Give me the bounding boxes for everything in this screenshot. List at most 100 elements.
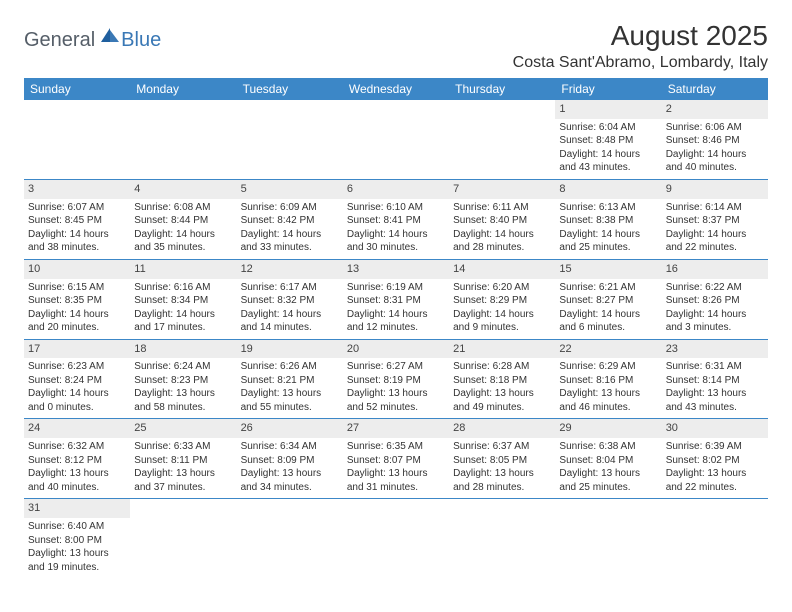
sunrise-text: Sunrise: 6:29 AM: [559, 360, 657, 374]
sunset-text: Sunset: 8:23 PM: [134, 374, 232, 388]
sail-icon: [99, 26, 121, 49]
sunrise-text: Sunrise: 6:37 AM: [453, 440, 551, 454]
day-cell: [662, 499, 768, 578]
sunrise-text: Sunrise: 6:07 AM: [28, 201, 126, 215]
day-body: Sunrise: 6:04 AMSunset: 8:48 PMDaylight:…: [555, 119, 661, 179]
daylight-text: Daylight: 13 hours and 34 minutes.: [241, 467, 339, 494]
day-number: 10: [24, 260, 130, 279]
day-number: 5: [237, 180, 343, 199]
day-cell: [449, 100, 555, 179]
sunset-text: Sunset: 8:34 PM: [134, 294, 232, 308]
day-cell: 25Sunrise: 6:33 AMSunset: 8:11 PMDayligh…: [130, 419, 236, 498]
day-cell: [24, 100, 130, 179]
daylight-text: Daylight: 14 hours and 17 minutes.: [134, 308, 232, 335]
week-row: 3Sunrise: 6:07 AMSunset: 8:45 PMDaylight…: [24, 180, 768, 260]
sunset-text: Sunset: 8:12 PM: [28, 454, 126, 468]
day-body: Sunrise: 6:13 AMSunset: 8:38 PMDaylight:…: [555, 199, 661, 259]
day-cell: 22Sunrise: 6:29 AMSunset: 8:16 PMDayligh…: [555, 340, 661, 419]
day-body: [555, 518, 661, 524]
sunset-text: Sunset: 8:14 PM: [666, 374, 764, 388]
day-body: Sunrise: 6:21 AMSunset: 8:27 PMDaylight:…: [555, 279, 661, 339]
day-body: Sunrise: 6:20 AMSunset: 8:29 PMDaylight:…: [449, 279, 555, 339]
title-block: August 2025 Costa Sant'Abramo, Lombardy,…: [513, 20, 768, 72]
sunrise-text: Sunrise: 6:20 AM: [453, 281, 551, 295]
day-cell: 15Sunrise: 6:21 AMSunset: 8:27 PMDayligh…: [555, 260, 661, 339]
day-number: 11: [130, 260, 236, 279]
day-cell: 23Sunrise: 6:31 AMSunset: 8:14 PMDayligh…: [662, 340, 768, 419]
day-body: [343, 518, 449, 524]
calendar: Sunday Monday Tuesday Wednesday Thursday…: [24, 78, 768, 578]
day-body: [237, 119, 343, 125]
day-number: 31: [24, 499, 130, 518]
day-cell: 27Sunrise: 6:35 AMSunset: 8:07 PMDayligh…: [343, 419, 449, 498]
day-cell: 30Sunrise: 6:39 AMSunset: 8:02 PMDayligh…: [662, 419, 768, 498]
daylight-text: Daylight: 14 hours and 28 minutes.: [453, 228, 551, 255]
day-cell: 7Sunrise: 6:11 AMSunset: 8:40 PMDaylight…: [449, 180, 555, 259]
day-body: Sunrise: 6:40 AMSunset: 8:00 PMDaylight:…: [24, 518, 130, 578]
day-number: 20: [343, 340, 449, 359]
day-header-sat: Saturday: [662, 78, 768, 100]
day-body: [237, 518, 343, 524]
day-number: 30: [662, 419, 768, 438]
day-body: Sunrise: 6:08 AMSunset: 8:44 PMDaylight:…: [130, 199, 236, 259]
day-number: 17: [24, 340, 130, 359]
day-cell: 16Sunrise: 6:22 AMSunset: 8:26 PMDayligh…: [662, 260, 768, 339]
day-body: Sunrise: 6:17 AMSunset: 8:32 PMDaylight:…: [237, 279, 343, 339]
location-text: Costa Sant'Abramo, Lombardy, Italy: [513, 54, 768, 72]
day-body: [130, 119, 236, 125]
day-cell: 20Sunrise: 6:27 AMSunset: 8:19 PMDayligh…: [343, 340, 449, 419]
day-body: Sunrise: 6:19 AMSunset: 8:31 PMDaylight:…: [343, 279, 449, 339]
daylight-text: Daylight: 13 hours and 52 minutes.: [347, 387, 445, 414]
daylight-text: Daylight: 14 hours and 14 minutes.: [241, 308, 339, 335]
sunrise-text: Sunrise: 6:06 AM: [666, 121, 764, 135]
day-body: [662, 518, 768, 524]
sunrise-text: Sunrise: 6:38 AM: [559, 440, 657, 454]
sunrise-text: Sunrise: 6:31 AM: [666, 360, 764, 374]
daylight-text: Daylight: 13 hours and 55 minutes.: [241, 387, 339, 414]
day-cell: 24Sunrise: 6:32 AMSunset: 8:12 PMDayligh…: [24, 419, 130, 498]
day-cell: 26Sunrise: 6:34 AMSunset: 8:09 PMDayligh…: [237, 419, 343, 498]
day-cell: [130, 100, 236, 179]
sunrise-text: Sunrise: 6:15 AM: [28, 281, 126, 295]
day-cell: [130, 499, 236, 578]
daylight-text: Daylight: 14 hours and 12 minutes.: [347, 308, 445, 335]
day-number: 4: [130, 180, 236, 199]
day-cell: 31Sunrise: 6:40 AMSunset: 8:00 PMDayligh…: [24, 499, 130, 578]
daylight-text: Daylight: 13 hours and 40 minutes.: [28, 467, 126, 494]
sunset-text: Sunset: 8:46 PM: [666, 134, 764, 148]
week-row: 10Sunrise: 6:15 AMSunset: 8:35 PMDayligh…: [24, 260, 768, 340]
day-body: Sunrise: 6:15 AMSunset: 8:35 PMDaylight:…: [24, 279, 130, 339]
day-body: Sunrise: 6:29 AMSunset: 8:16 PMDaylight:…: [555, 358, 661, 418]
day-number: 6: [343, 180, 449, 199]
day-body: Sunrise: 6:07 AMSunset: 8:45 PMDaylight:…: [24, 199, 130, 259]
day-body: Sunrise: 6:32 AMSunset: 8:12 PMDaylight:…: [24, 438, 130, 498]
day-body: [130, 518, 236, 524]
day-body: Sunrise: 6:16 AMSunset: 8:34 PMDaylight:…: [130, 279, 236, 339]
day-body: [449, 518, 555, 524]
day-number: [343, 100, 449, 119]
day-body: [24, 119, 130, 125]
daylight-text: Daylight: 14 hours and 6 minutes.: [559, 308, 657, 335]
day-cell: 11Sunrise: 6:16 AMSunset: 8:34 PMDayligh…: [130, 260, 236, 339]
sunset-text: Sunset: 8:21 PM: [241, 374, 339, 388]
sunset-text: Sunset: 8:48 PM: [559, 134, 657, 148]
sunrise-text: Sunrise: 6:22 AM: [666, 281, 764, 295]
day-cell: [343, 499, 449, 578]
day-cell: 19Sunrise: 6:26 AMSunset: 8:21 PMDayligh…: [237, 340, 343, 419]
day-number: [343, 499, 449, 518]
sunrise-text: Sunrise: 6:33 AM: [134, 440, 232, 454]
logo: General Blue: [24, 26, 161, 55]
day-body: [449, 119, 555, 125]
sunset-text: Sunset: 8:41 PM: [347, 214, 445, 228]
sunset-text: Sunset: 8:32 PM: [241, 294, 339, 308]
day-body: Sunrise: 6:23 AMSunset: 8:24 PMDaylight:…: [24, 358, 130, 418]
day-cell: 10Sunrise: 6:15 AMSunset: 8:35 PMDayligh…: [24, 260, 130, 339]
daylight-text: Daylight: 14 hours and 0 minutes.: [28, 387, 126, 414]
day-cell: 18Sunrise: 6:24 AMSunset: 8:23 PMDayligh…: [130, 340, 236, 419]
sunrise-text: Sunrise: 6:14 AM: [666, 201, 764, 215]
weeks-container: 1Sunrise: 6:04 AMSunset: 8:48 PMDaylight…: [24, 100, 768, 578]
day-body: Sunrise: 6:14 AMSunset: 8:37 PMDaylight:…: [662, 199, 768, 259]
logo-text-blue: Blue: [121, 29, 161, 52]
header: General Blue August 2025 Costa Sant'Abra…: [24, 20, 768, 72]
day-number: [662, 499, 768, 518]
